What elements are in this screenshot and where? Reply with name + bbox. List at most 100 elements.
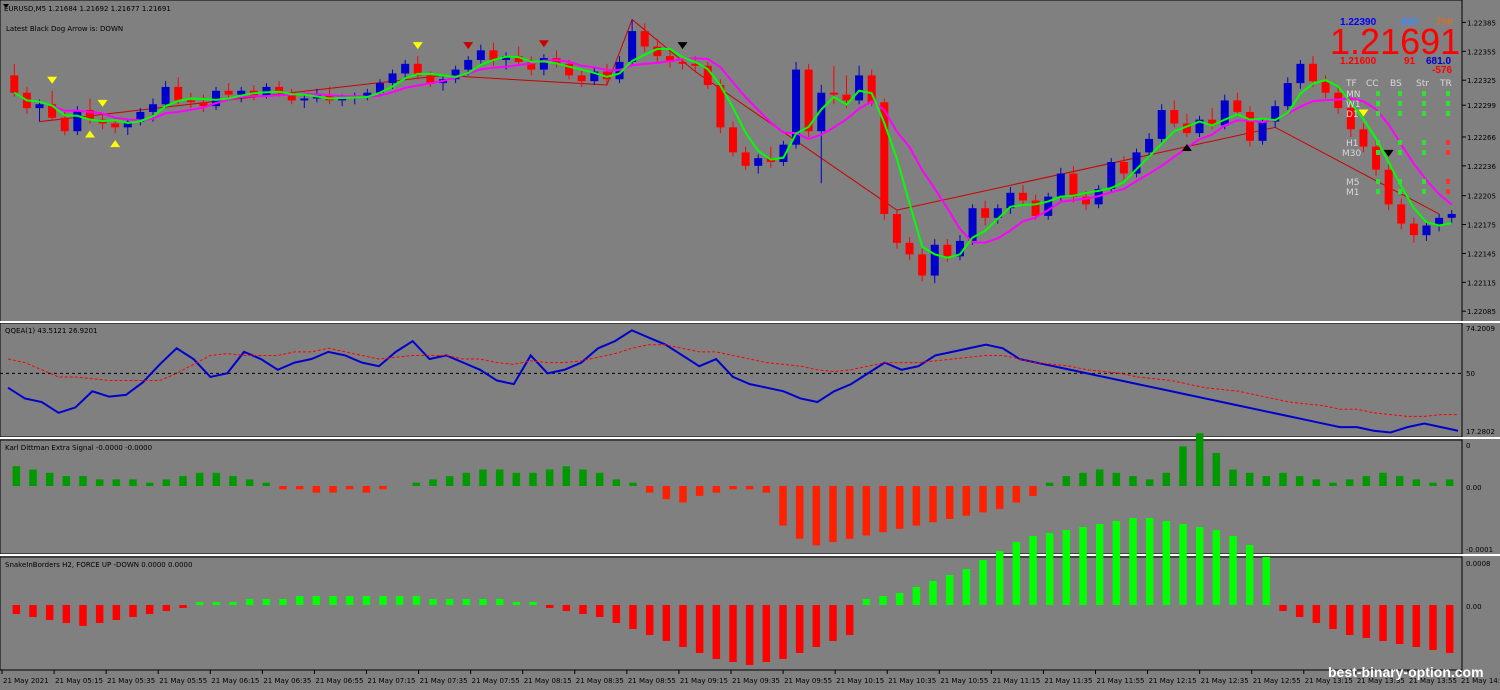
price-tick-label: 1.22385 (1467, 19, 1496, 27)
price-tick-label: 1.22175 (1467, 222, 1496, 230)
candle-body (741, 152, 750, 166)
candle-body (1372, 146, 1381, 170)
time-label: 21 May 05:55 (159, 677, 207, 685)
price-tick-label: 1.22115 (1467, 279, 1496, 287)
signal-dot (1446, 189, 1450, 194)
time-label: 21 May 10:15 (836, 677, 884, 685)
candle-body (930, 244, 939, 276)
candle-body (186, 100, 195, 103)
candle-body (73, 110, 82, 132)
dash-header-str: Str (1416, 79, 1429, 89)
candle-body (1220, 100, 1229, 126)
signal-dot (1398, 91, 1402, 96)
qqea-main-line (7, 329, 1459, 434)
candle-body (1208, 119, 1217, 126)
arrow-up-icon (84, 130, 95, 138)
candle-body (880, 102, 889, 214)
candle-body (1145, 138, 1154, 153)
signal-dot (1446, 111, 1450, 116)
candle-body (85, 110, 94, 120)
dashboard: 1.22390 -800 790 1.21691 1.21600 91 681.… (1330, 17, 1460, 198)
candle-body (237, 90, 246, 95)
time-label: 21 May 08:15 (524, 677, 572, 685)
dash-tf-m1: M1 (1346, 188, 1360, 198)
candle-body (413, 63, 422, 76)
dash-header-cc: CC (1366, 79, 1379, 89)
time-label: 21 May 07:15 (368, 677, 416, 685)
menu-triangle-icon[interactable] (3, 4, 9, 8)
signal-dot (1398, 111, 1402, 116)
time-label: 21 May 09:35 (732, 677, 780, 685)
signal-dot (1422, 179, 1426, 184)
signal-dot (1398, 189, 1402, 194)
candle-body (817, 92, 826, 132)
arrow-down-icon (677, 42, 688, 50)
dash-top-value-1: 1.22390 (1340, 17, 1377, 28)
candle-body (489, 50, 498, 60)
signal-dot (1398, 101, 1402, 106)
time-label: 21 May 06:15 (211, 677, 259, 685)
candle-body (10, 75, 19, 93)
time-label: 21 May 11:35 (1044, 677, 1092, 685)
dash-second-value-3: 681.0 (1426, 56, 1451, 67)
candle-body (968, 208, 977, 241)
candle-body (1182, 123, 1191, 134)
candle-body (1346, 108, 1355, 130)
dash-second-value-2: 91 (1404, 56, 1416, 67)
candle-body (1170, 110, 1179, 124)
qqea-panel[interactable] (0, 322, 1463, 438)
arrow-down-icon (1358, 109, 1369, 117)
signal-dot (1376, 189, 1380, 194)
arrow-down-icon (412, 42, 423, 50)
candle-body (199, 102, 208, 107)
price-tick-label: 1.22085 (1467, 308, 1496, 316)
candle-body (1258, 121, 1267, 141)
candle-body (653, 46, 662, 57)
signal-dot (1376, 91, 1380, 96)
candle-body (867, 75, 876, 103)
price-panel[interactable] (0, 0, 1463, 323)
candle-body (1422, 225, 1431, 236)
time-label: 21 May 13:15 (1305, 677, 1353, 685)
candle-body (779, 144, 788, 162)
time-label: 21 May 09:15 (680, 677, 728, 685)
candle-body (792, 69, 801, 145)
candle-body (388, 73, 397, 84)
candle-body (577, 75, 586, 82)
candle-body (527, 61, 536, 70)
zigzag-line (39, 18, 1440, 215)
snake-histogram (12, 518, 1454, 665)
signal-dot (1446, 150, 1450, 155)
candle-body (1397, 204, 1406, 224)
time-label: 21 May 14: (1461, 677, 1500, 685)
time-axis: 21 May 2021 21 May 05:15 21 May 05:35 21 Ma… (1, 670, 1500, 685)
time-label: 21 May 10:35 (888, 677, 936, 685)
candle-body (60, 117, 69, 132)
time-label: 21 May 12:15 (1149, 677, 1197, 685)
price-tick-label: 1.22205 (1467, 193, 1496, 201)
candle-body (1157, 110, 1166, 139)
time-label: 21 May 12:35 (1201, 677, 1249, 685)
candle-body (1233, 100, 1242, 112)
time-label: 21 May 2021 (3, 677, 49, 685)
candle-body (1132, 152, 1141, 174)
candle-body (111, 123, 120, 128)
time-label: 21 May 11:55 (1097, 677, 1145, 685)
price-tick-label: 1.22325 (1467, 77, 1496, 85)
signal-dot (1376, 111, 1380, 116)
signal-dot (1446, 91, 1450, 96)
signal-dot (1398, 150, 1402, 155)
qqea-lines (0, 329, 1462, 434)
candle-body (981, 208, 990, 218)
zigzag-polyline (39, 18, 1440, 215)
candle-body (1321, 81, 1330, 93)
time-label: 21 May 05:35 (107, 677, 155, 685)
arrow-up-icon (110, 140, 121, 148)
time-label: 21 May 09:55 (784, 677, 832, 685)
dash-top-value-2: -800 (1398, 17, 1418, 28)
snake-label: SnakeInBorders H2, FORCE UP -DOWN 0.0000… (5, 561, 192, 569)
karl-label: Karl Dittman Extra Signal -0.0000 -0.000… (5, 444, 152, 452)
karl-panel[interactable] (0, 439, 1463, 555)
arrow-down-icon (538, 40, 549, 48)
